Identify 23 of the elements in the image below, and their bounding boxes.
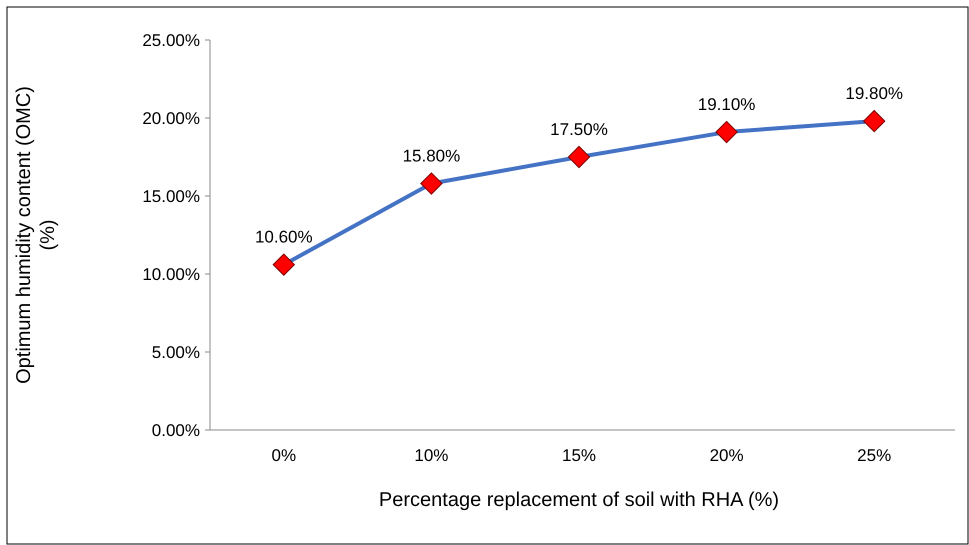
y-tick-label: 15.00% [142,186,200,206]
x-axis-title: Percentage replacement of soil with RHA (%) [378,489,780,511]
point [715,120,738,144]
x-tick-label: 20% [710,446,744,465]
x-tick-label: 0% [272,446,296,465]
x-tick-label: 10% [414,446,448,465]
data-label: 17.50% [550,120,608,139]
y-tick-label: 10.00% [142,264,200,284]
point [863,110,886,132]
data-label: 10.60% [254,228,313,247]
point [272,254,295,276]
y-tick-label: 20.00% [142,108,200,128]
point [420,172,443,195]
y-tick-label: 5.00% [152,342,200,362]
y-axis-title: Optimum humidity content (OMC) (%) [13,86,59,384]
data-label: 15.80% [402,146,460,166]
data-label: 19.10% [698,95,756,114]
point [568,146,590,168]
x-tick-label: 15% [562,446,596,465]
data-label: 19.80% [845,84,904,104]
y-tick-label: 0.00% [152,420,200,440]
y-tick-label: 25.00% [142,30,200,50]
x-tick-label: 25% [857,446,892,465]
